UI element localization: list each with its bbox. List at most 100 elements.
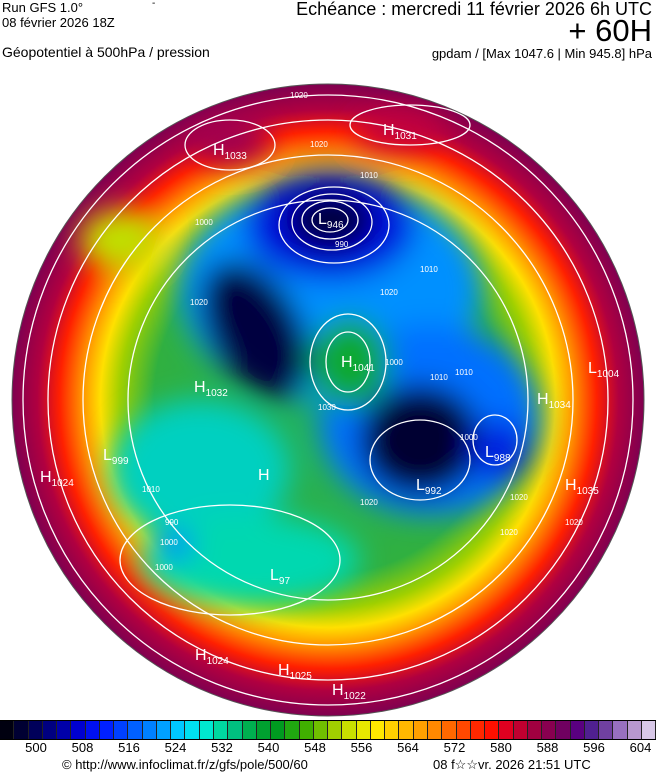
colorbar-cell (285, 721, 300, 739)
colorbar-cell (399, 721, 414, 739)
colorbar-cell (427, 721, 443, 739)
colorbar-cell (328, 721, 343, 739)
colorbar-cell (485, 721, 500, 739)
colorbar-cell (413, 721, 428, 739)
system-type: H (258, 467, 270, 484)
system-type: L (103, 447, 112, 464)
low-pressure-label: L946 (318, 211, 344, 231)
colorbar-tick: 580 (490, 740, 512, 755)
system-type: L (416, 477, 425, 494)
isobar-label: 1020 (310, 140, 328, 149)
colorbar (0, 720, 656, 740)
isobar-label: 1020 (380, 288, 398, 297)
isobar-label: 1000 (460, 433, 478, 442)
system-pressure: 1004 (597, 369, 620, 380)
colorbar-cell (613, 721, 628, 739)
system-pressure: 1024 (52, 478, 75, 489)
colorbar-cell (213, 721, 229, 739)
isobar-label: 1000 (155, 563, 173, 572)
isobar-label: 1000 (160, 538, 178, 547)
system-pressure: 1025 (290, 671, 313, 682)
isobar-label: 1010 (142, 485, 160, 494)
colorbar-cell (313, 721, 329, 739)
colorbar-cell (42, 721, 58, 739)
high-pressure-label: H1025 (278, 662, 312, 682)
colorbar-cell (513, 721, 528, 739)
system-type: H (537, 391, 549, 408)
system-type: H (194, 379, 206, 396)
colorbar-cell (556, 721, 571, 739)
isobar-label: 1020 (190, 298, 208, 307)
colorbar-cell (470, 721, 486, 739)
lead-time: + 60H (568, 13, 652, 48)
geopotential-field (12, 84, 644, 716)
colorbar-cell (228, 721, 243, 739)
colorbar-cell (99, 721, 115, 739)
run-date: 08 février 2026 18Z (2, 15, 115, 30)
high-pressure-label: H1035 (565, 477, 599, 497)
system-pressure: 1035 (577, 486, 600, 497)
valid-time: Echéance : mercredi 11 février 2026 6h U… (296, 0, 652, 19)
colorbar-tick: 524 (164, 740, 187, 755)
system-pressure: 1041 (353, 363, 376, 374)
system-type: L (270, 567, 279, 584)
generation-time: 08 f☆☆vr. 2026 21:51 UTC (433, 757, 591, 772)
system-pressure: 1024 (207, 656, 230, 667)
colorbar-cell (114, 721, 129, 739)
high-pressure-label: H1031 (383, 122, 417, 142)
low-pressure-label: L992 (416, 477, 442, 497)
system-type: H (40, 469, 52, 486)
colorbar-cell (71, 721, 86, 739)
system-type: H (195, 647, 207, 664)
high-pressure-label: H (258, 467, 270, 484)
colorbar-cell (641, 721, 656, 739)
colorbar-cell (499, 721, 514, 739)
isobar-label: 1020 (360, 498, 378, 507)
colorbar-tick: 548 (304, 740, 326, 755)
low-pressure-label: L1004 (588, 360, 620, 380)
colorbar-cell (570, 721, 585, 739)
colorbar-tick: 572 (443, 740, 466, 755)
isobar-label: 1000 (195, 218, 213, 227)
colorbar-cell (256, 721, 272, 739)
isobar-label: 1020 (500, 528, 518, 537)
high-pressure-label: H1022 (332, 682, 366, 702)
isobar-label: 1010 (455, 368, 473, 377)
colorbar-cell (599, 721, 614, 739)
system-pressure: 1022 (344, 691, 367, 702)
system-type: H (332, 682, 344, 699)
system-pressure: 988 (494, 453, 511, 464)
system-pressure: 1034 (549, 400, 572, 411)
system-type: H (341, 354, 353, 371)
system-type: L (485, 444, 494, 461)
copyright-link[interactable]: © http://www.infoclimat.fr/z/gfs/pole/50… (62, 757, 308, 772)
system-pressure: 1033 (225, 151, 248, 162)
system-type: L (588, 360, 597, 377)
system-pressure: 97 (279, 576, 291, 587)
colorbar-tick: 540 (257, 740, 280, 755)
high-pressure-label: H1034 (537, 391, 571, 411)
colorbar-tick: 564 (397, 740, 419, 755)
isobar-label: 1020 (510, 493, 528, 502)
colorbar-tick: 556 (350, 740, 373, 755)
high-pressure-label: H1033 (213, 142, 247, 162)
system-pressure: 1031 (395, 131, 418, 142)
colorbar-cell (356, 721, 371, 739)
colorbar-cell (442, 721, 457, 739)
marker: - (152, 0, 156, 9)
colorbar-tick: 532 (211, 740, 233, 755)
colorbar-cell (242, 721, 257, 739)
colorbar-cell (542, 721, 557, 739)
colorbar-cell (299, 721, 314, 739)
isobar-label: 1010 (360, 171, 378, 180)
colorbar-tick: 596 (583, 740, 605, 755)
colorbar-cell (370, 721, 386, 739)
system-type: H (565, 477, 577, 494)
colorbar-tick: 500 (25, 740, 47, 755)
units-range: gpdam / [Max 1047.6 | Min 945.8] hPa (431, 46, 652, 61)
colorbar-cell (199, 721, 214, 739)
run-model: Run GFS 1.0° (2, 0, 84, 15)
